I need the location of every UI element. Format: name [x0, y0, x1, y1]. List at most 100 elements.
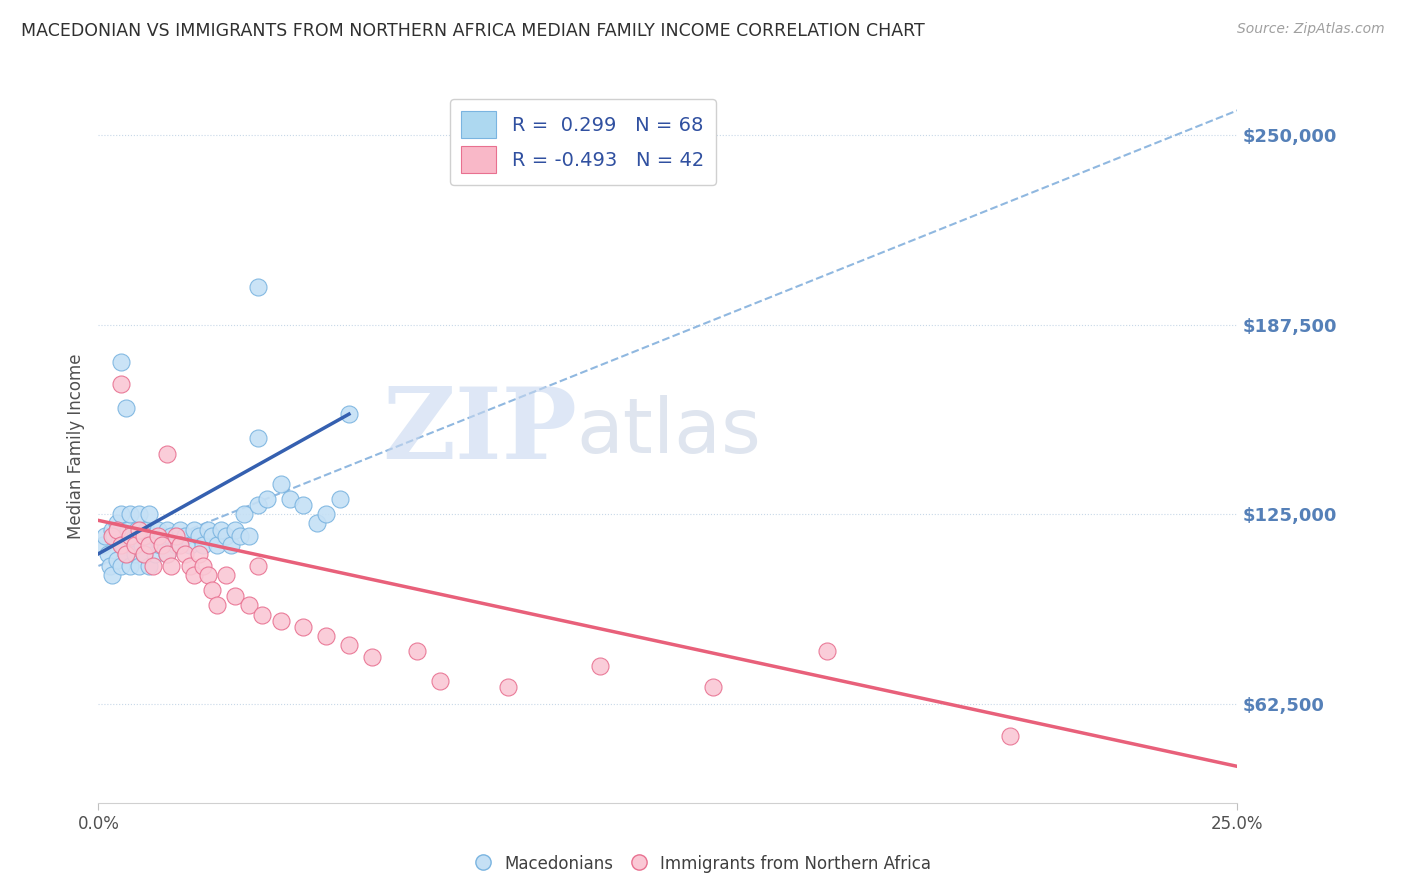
Point	[132, 528, 155, 542]
Point	[215, 568, 238, 582]
Point	[228, 528, 250, 542]
Point	[219, 538, 242, 552]
Point	[120, 558, 142, 573]
Point	[139, 538, 162, 552]
Point	[110, 558, 132, 573]
Text: atlas: atlas	[576, 395, 762, 468]
Point	[131, 538, 153, 552]
Point	[815, 644, 838, 658]
Point	[337, 407, 360, 421]
Point	[252, 607, 274, 622]
Point	[209, 523, 232, 537]
Point	[128, 558, 150, 573]
Point	[292, 498, 315, 512]
Point	[101, 523, 124, 537]
Point	[120, 508, 142, 522]
Legend: Macedonians, Immigrants from Northern Africa: Macedonians, Immigrants from Northern Af…	[468, 848, 938, 880]
Point	[138, 538, 160, 552]
Point	[142, 558, 165, 573]
Point	[132, 528, 155, 542]
Point	[498, 681, 520, 695]
Point	[292, 620, 315, 634]
Point	[270, 477, 292, 491]
Point	[179, 558, 201, 573]
Point	[101, 568, 124, 582]
Point	[183, 523, 205, 537]
Point	[127, 523, 149, 537]
Point	[132, 547, 155, 561]
Point	[128, 523, 150, 537]
Text: MACEDONIAN VS IMMIGRANTS FROM NORTHERN AFRICA MEDIAN FAMILY INCOME CORRELATION C: MACEDONIAN VS IMMIGRANTS FROM NORTHERN A…	[21, 22, 925, 40]
Point	[169, 538, 191, 552]
Point	[150, 528, 173, 542]
Point	[124, 538, 146, 552]
Point	[101, 528, 124, 542]
Point	[114, 547, 136, 561]
Point	[121, 538, 143, 552]
Point	[998, 729, 1021, 743]
Point	[105, 523, 128, 537]
Point	[146, 523, 169, 537]
Text: ZIP: ZIP	[382, 384, 576, 480]
Point	[224, 590, 246, 604]
Point	[160, 528, 183, 542]
Point	[91, 538, 114, 552]
Point	[588, 659, 610, 673]
Point	[110, 355, 132, 369]
Point	[112, 538, 135, 552]
Point	[329, 492, 352, 507]
Point	[110, 508, 132, 522]
Point	[114, 401, 136, 415]
Point	[315, 629, 337, 643]
Point	[183, 568, 205, 582]
Point	[110, 376, 132, 391]
Point	[156, 447, 179, 461]
Point	[205, 538, 228, 552]
Point	[110, 538, 132, 552]
Point	[246, 498, 269, 512]
Point	[108, 534, 131, 549]
Point	[193, 558, 215, 573]
Point	[117, 523, 139, 537]
Point	[146, 528, 169, 542]
Point	[224, 523, 246, 537]
Point	[156, 547, 179, 561]
Point	[233, 508, 256, 522]
Point	[702, 681, 724, 695]
Point	[179, 538, 201, 552]
Point	[160, 558, 183, 573]
Point	[174, 547, 197, 561]
Point	[187, 547, 209, 561]
Point	[246, 431, 269, 445]
Point	[120, 528, 142, 542]
Point	[165, 538, 187, 552]
Point	[197, 568, 219, 582]
Point	[429, 674, 451, 689]
Point	[187, 528, 209, 542]
Point	[406, 644, 429, 658]
Point	[201, 583, 224, 598]
Point	[270, 614, 292, 628]
Point	[128, 508, 150, 522]
Point	[193, 538, 215, 552]
Point	[256, 492, 278, 507]
Point	[174, 528, 197, 542]
Point	[96, 547, 118, 561]
Point	[105, 553, 128, 567]
Point	[205, 599, 228, 613]
Legend: R =  0.299   N = 68, R = -0.493   N = 42: R = 0.299 N = 68, R = -0.493 N = 42	[450, 99, 716, 185]
Point	[124, 547, 146, 561]
Point	[238, 528, 260, 542]
Point	[246, 558, 269, 573]
Point	[238, 599, 260, 613]
Point	[94, 528, 117, 542]
Point	[138, 508, 160, 522]
Point	[105, 516, 128, 531]
Point	[197, 523, 219, 537]
Point	[142, 528, 165, 542]
Point	[278, 492, 301, 507]
Point	[360, 650, 382, 665]
Point	[315, 508, 337, 522]
Point	[138, 558, 160, 573]
Point	[169, 523, 191, 537]
